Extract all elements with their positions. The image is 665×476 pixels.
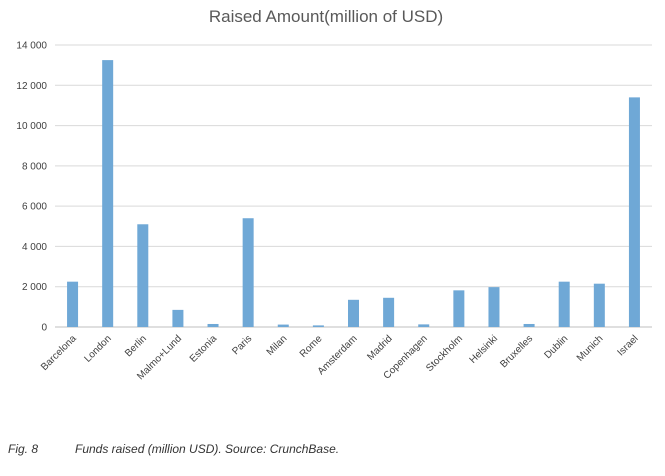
- bar-estonia: [207, 323, 219, 327]
- x-tick-label: Munich: [575, 333, 606, 364]
- bar-london: [102, 60, 114, 327]
- bar-munich: [593, 283, 605, 327]
- bar-bruxelles: [523, 323, 535, 327]
- x-tick-label: Barcelona: [39, 333, 79, 373]
- bar-copenhagen: [418, 324, 430, 327]
- y-tick-label: 0: [41, 323, 47, 334]
- y-tick-label: 10 000: [16, 121, 47, 132]
- x-tick-label: Dublin: [542, 333, 570, 361]
- figure-number: Fig. 8: [8, 442, 39, 456]
- bar-madrid: [383, 297, 395, 327]
- x-tick-label: Estonia: [188, 333, 220, 365]
- y-tick-label: 6 000: [22, 202, 47, 213]
- x-tick-label: Stockholm: [424, 333, 465, 374]
- bar-helsinki: [488, 287, 500, 327]
- y-tick-label: 14 000: [16, 41, 47, 52]
- figure-caption: Fig. 8 Funds raised (million USD). Source…: [8, 442, 339, 456]
- x-tick-label: Israel: [615, 333, 640, 358]
- y-tick-label: 4 000: [22, 242, 47, 253]
- bar-amsterdam: [348, 299, 359, 327]
- y-tick-label: 8 000: [22, 161, 47, 172]
- bar-rome: [312, 325, 324, 327]
- bar-berlin: [137, 224, 149, 327]
- caption-text: Funds raised (million USD). Source: Crun…: [75, 442, 340, 456]
- bar-stockholm: [453, 290, 465, 327]
- x-tick-label: Berlin: [123, 333, 149, 359]
- bar-paris: [242, 218, 254, 327]
- bar-chart: Raised Amount(million of USD) 0 2 000 4 00…: [16, 7, 652, 382]
- chart-title: Raised Amount(million of USD): [209, 7, 443, 26]
- bar-israel: [628, 97, 640, 327]
- x-tick-label: Paris: [230, 333, 254, 357]
- y-axis-ticks: 0 2 000 4 000 6 000 8 000 10 000 12 000 14 000: [16, 41, 47, 334]
- bar-malmo-lund: [172, 309, 184, 327]
- x-tick-label: London: [82, 333, 113, 364]
- y-tick-label: 2 000: [22, 282, 47, 293]
- y-tick-label: 12 000: [16, 81, 47, 92]
- bar-barcelona: [67, 281, 79, 327]
- bar-dublin: [558, 281, 570, 327]
- bar-milan: [277, 324, 289, 327]
- x-tick-label: Rome: [298, 333, 325, 360]
- gridlines: [55, 44, 652, 328]
- x-tick-label: Helsinki: [468, 333, 501, 366]
- x-tick-label: Milan: [265, 333, 290, 358]
- bars: [67, 60, 640, 327]
- x-tick-label: Bruxelles: [498, 333, 535, 370]
- x-tick-label: Madrid: [365, 333, 394, 362]
